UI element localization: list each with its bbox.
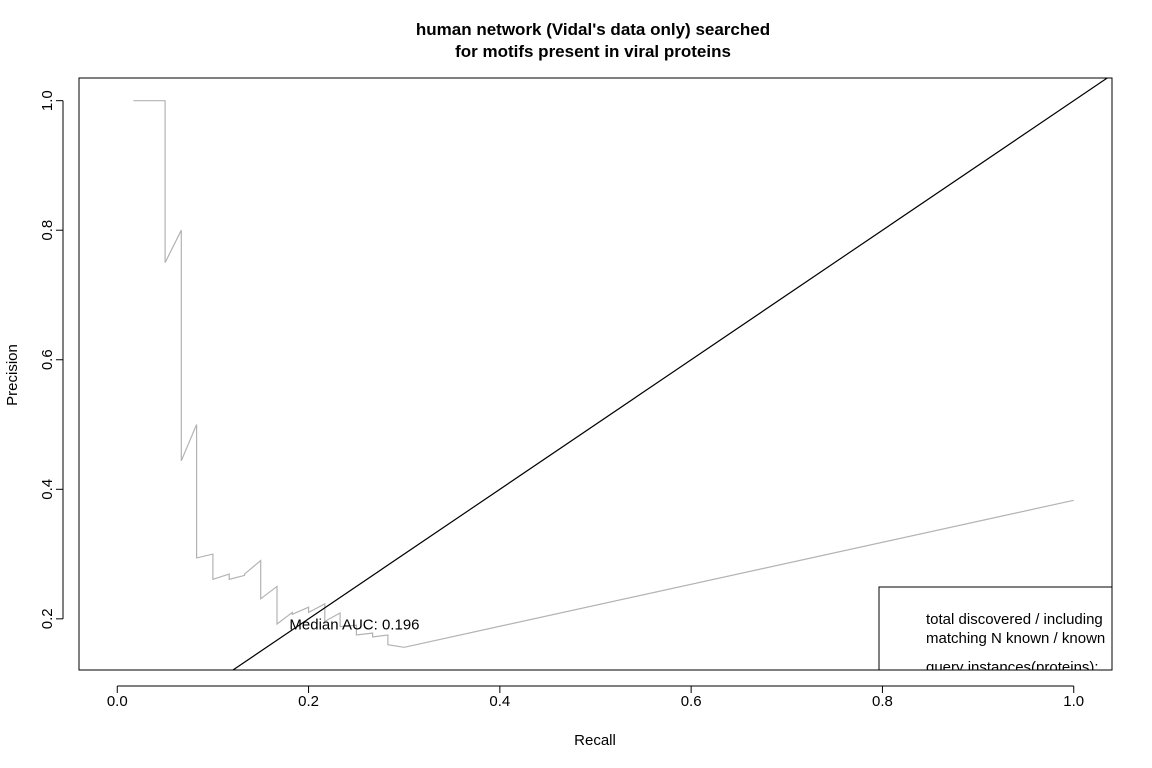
legend-line-3: query instances(proteins): [926, 659, 1099, 676]
x-tick-label: 0.8 [872, 693, 893, 710]
legend-box: total discovered / including matching N … [878, 586, 1112, 676]
median-auc-annotation: Median AUC: 0.196 [289, 616, 419, 633]
reference-diagonal-line [231, 78, 1109, 670]
x-axis-label: Recall [574, 732, 616, 749]
y-tick-label: 0.4 [39, 479, 56, 500]
y-tick-label: 1.0 [39, 90, 56, 111]
x-tick-label: 0.2 [298, 693, 319, 710]
legend-frame [878, 586, 1112, 670]
y-tick-label: 0.8 [39, 220, 56, 241]
x-tick-label: 0.0 [107, 693, 128, 710]
precision-recall-series-line [133, 100, 1074, 648]
series-layer [133, 100, 1074, 648]
reference-layer [231, 78, 1109, 670]
y-tick-label: 0.6 [39, 349, 56, 370]
y-axis: 0.2 0.4 0.6 0.8 1.0 [39, 90, 64, 629]
x-axis: 0.0 0.2 0.4 0.6 0.8 1.0 [107, 685, 1084, 710]
chart-title-line2: for motifs present in viral proteins [455, 42, 731, 61]
legend-line-1: total discovered / including [926, 611, 1103, 628]
chart-title-line1: human network (Vidal's data only) search… [416, 20, 770, 39]
x-tick-label: 0.4 [489, 693, 510, 710]
y-tick-label: 0.2 [39, 608, 56, 629]
legend-line-2: matching N known / known [926, 630, 1105, 647]
y-axis-label: Precision [4, 344, 21, 406]
plot-frame [78, 77, 1113, 671]
x-tick-label: 1.0 [1063, 693, 1084, 710]
plot-area: Median AUC: 0.196 total discovered / inc… [133, 78, 1112, 676]
x-tick-label: 0.6 [681, 693, 702, 710]
